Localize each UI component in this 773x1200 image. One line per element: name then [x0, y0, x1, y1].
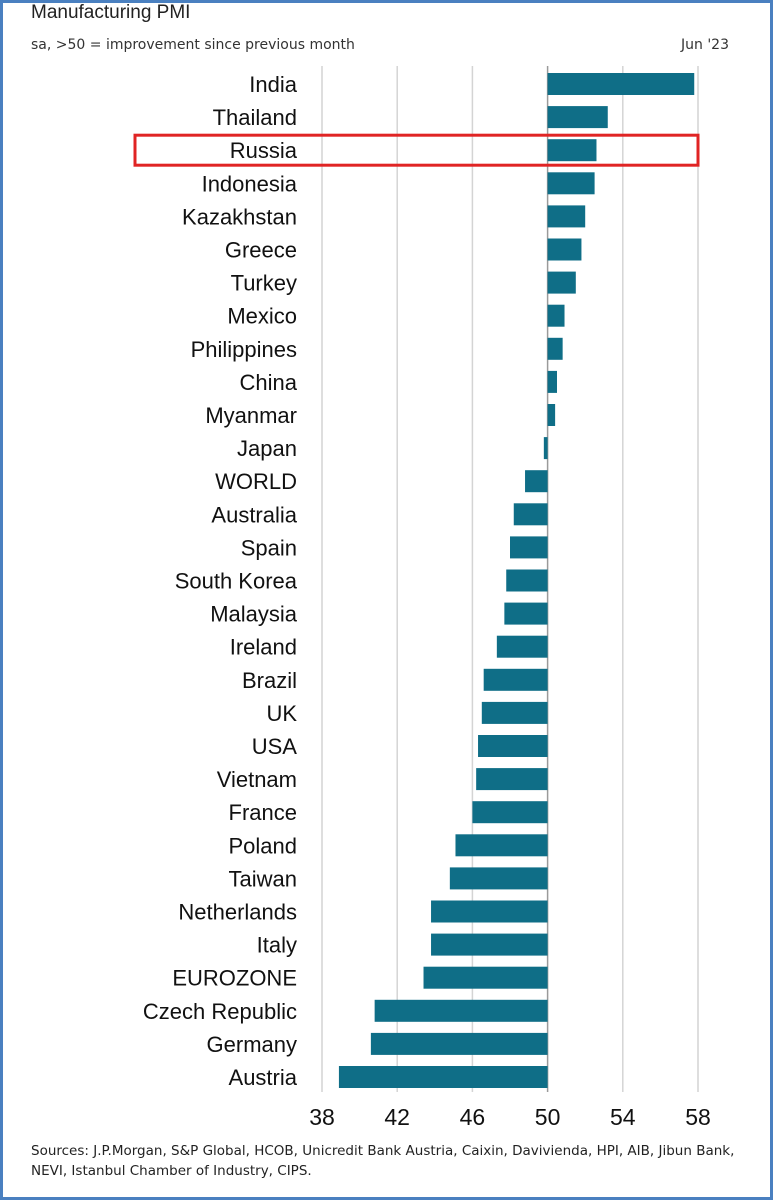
bar-ireland	[496, 635, 548, 658]
category-label-greece: Greece	[225, 238, 297, 263]
category-label-russia: Russia	[230, 138, 298, 163]
category-label-netherlands: Netherlands	[178, 900, 297, 925]
bar-france	[472, 801, 548, 824]
category-label-poland: Poland	[228, 833, 297, 858]
category-label-myanmar: Myanmar	[205, 403, 297, 428]
category-label-brazil: Brazil	[242, 668, 297, 693]
bar-australia	[513, 503, 548, 526]
category-label-japan: Japan	[237, 436, 297, 461]
bar-mexico	[547, 304, 565, 327]
category-label-austria: Austria	[229, 1065, 298, 1090]
category-label-germany: Germany	[207, 1032, 297, 1057]
x-tick-42: 42	[384, 1104, 410, 1130]
category-label-china: China	[240, 370, 298, 395]
bar-russia	[547, 139, 597, 162]
category-label-turkey: Turkey	[231, 271, 297, 296]
bar-kazakhstan	[547, 205, 586, 228]
category-label-thailand: Thailand	[213, 105, 297, 130]
category-label-australia: Australia	[211, 502, 297, 527]
category-label-indonesia: Indonesia	[202, 171, 298, 196]
bar-italy	[431, 933, 548, 956]
category-label-ireland: Ireland	[230, 635, 297, 660]
bar-germany	[370, 1032, 548, 1055]
bar-czech-republic	[374, 999, 548, 1022]
chart-subtitle: sa, >50 = improvement since previous mon…	[31, 37, 355, 53]
highlight-box-russia	[133, 133, 700, 167]
bars	[338, 73, 695, 1088]
highlight-box	[133, 133, 700, 167]
bar-malaysia	[504, 602, 548, 625]
bar-world	[525, 470, 548, 493]
category-label-uk: UK	[266, 701, 297, 726]
bar-turkey	[547, 271, 576, 294]
bar-philippines	[547, 337, 563, 360]
x-tick-50: 50	[535, 1104, 561, 1130]
bar-greece	[547, 238, 582, 261]
chart-date: Jun '23	[681, 37, 729, 53]
x-tick-38: 38	[309, 1104, 335, 1130]
x-tick-46: 46	[460, 1104, 486, 1130]
bar-brazil	[483, 668, 548, 691]
category-label-taiwan: Taiwan	[229, 866, 297, 891]
category-label-malaysia: Malaysia	[210, 602, 298, 627]
bar-indonesia	[547, 172, 595, 195]
x-tick-58: 58	[685, 1104, 711, 1130]
category-label-italy: Italy	[257, 933, 297, 958]
category-label-vietnam: Vietnam	[217, 767, 297, 792]
category-label-kazakhstan: Kazakhstan	[182, 204, 297, 229]
category-label-mexico: Mexico	[227, 304, 297, 329]
category-label-czech-republic: Czech Republic	[143, 999, 297, 1024]
pmi-bar-chart: India Thailand Russia Indonesia Kazakhstan Gr…	[133, 66, 711, 1130]
x-tick-54: 54	[610, 1104, 636, 1130]
bar-spain	[510, 536, 548, 559]
x-tick-labels: 38 42 46 50 54 58	[309, 1104, 711, 1130]
bar-austria	[338, 1066, 548, 1088]
bar-india	[547, 73, 695, 95]
category-labels: India Thailand Russia Indonesia Kazakhstan Gr…	[143, 72, 298, 1090]
category-label-france: France	[229, 800, 297, 825]
bar-china	[547, 370, 557, 393]
source-note: Sources: J.P.Morgan, S&P Global, HCOB, U…	[31, 1143, 735, 1179]
bar-usa	[478, 735, 548, 757]
bar-thailand	[547, 106, 608, 129]
category-label-eurozone: EUROZONE	[172, 966, 297, 991]
category-label-philippines: Philippines	[191, 337, 297, 362]
bar-taiwan	[449, 867, 548, 890]
bar-eurozone	[423, 966, 548, 989]
category-label-usa: USA	[252, 734, 298, 759]
category-label-south-korea: South Korea	[175, 569, 298, 594]
category-label-spain: Spain	[241, 535, 297, 560]
bar-poland	[455, 834, 548, 857]
category-label-world: WORLD	[215, 469, 297, 494]
category-label-india: India	[249, 72, 297, 97]
bar-myanmar	[547, 404, 556, 426]
chart-title: Manufacturing PMI	[31, 2, 191, 23]
bar-uk	[481, 701, 548, 724]
bar-vietnam	[476, 768, 548, 791]
bar-south-korea	[506, 569, 548, 592]
bar-netherlands	[431, 900, 548, 923]
bar-japan	[543, 437, 548, 460]
